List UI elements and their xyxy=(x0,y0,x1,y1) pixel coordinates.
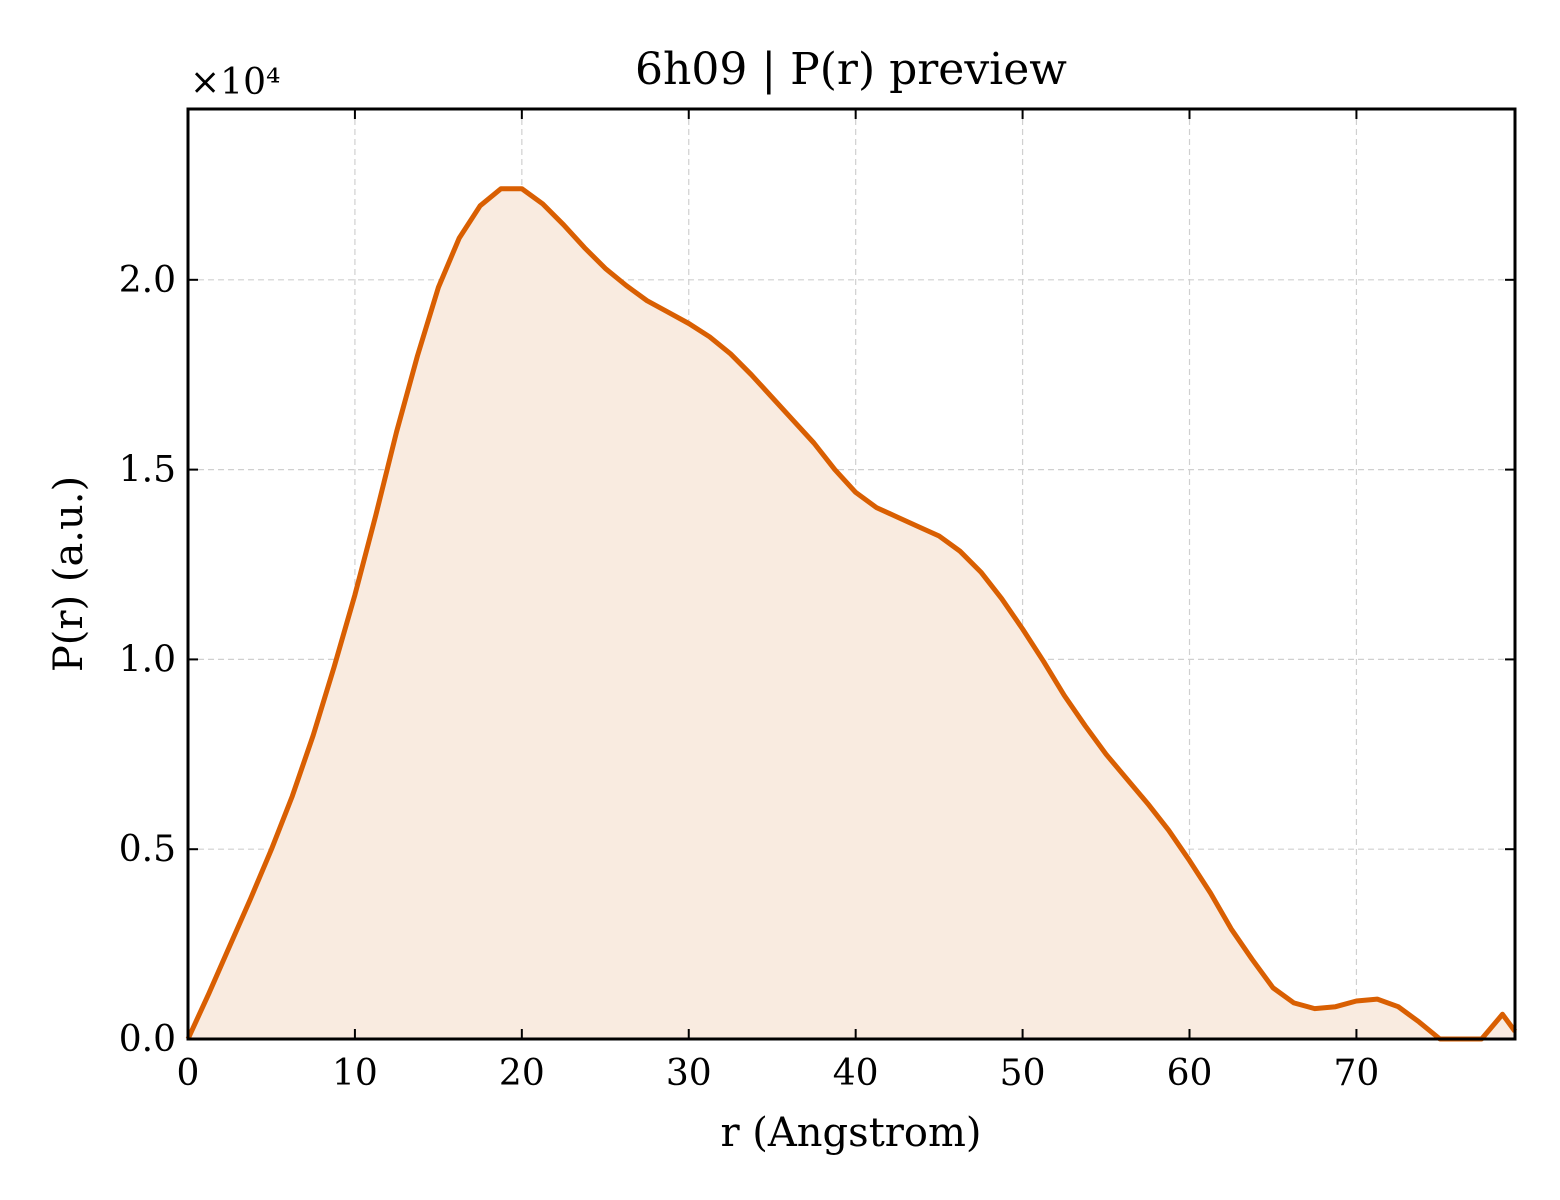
y-tick-label: 1.5 xyxy=(119,450,176,491)
y-tick-label: 0.0 xyxy=(119,1019,176,1060)
y-axis-multiplier: ×10⁴ xyxy=(190,62,280,103)
y-tick-label: 1.0 xyxy=(119,639,176,680)
y-axis-label: P(r) (a.u.) xyxy=(46,476,92,672)
pr-area-fill xyxy=(188,188,1515,1039)
x-tick-label: 50 xyxy=(1000,1053,1046,1094)
y-tick-label: 0.5 xyxy=(119,829,176,870)
x-axis-label: r (Angstrom) xyxy=(720,1110,981,1156)
x-tick-label: 0 xyxy=(177,1053,200,1094)
chart-title: 6h09 | P(r) preview xyxy=(635,44,1067,95)
pr-series-line xyxy=(185,186,1518,1042)
y-tick-label: 2.0 xyxy=(119,260,176,301)
plot-frame xyxy=(186,107,1517,1041)
x-tick-label: 30 xyxy=(666,1053,712,1094)
x-tick-label: 60 xyxy=(1167,1053,1213,1094)
x-tick-label: 10 xyxy=(332,1053,378,1094)
x-tick-label: 20 xyxy=(499,1053,545,1094)
x-tick-label: 70 xyxy=(1334,1053,1380,1094)
x-tick-label: 40 xyxy=(833,1053,879,1094)
ticks: 0 10 20 30 40 50 60 70 0.0 0.5 1.0 1.5 2.0 xyxy=(119,109,1515,1094)
